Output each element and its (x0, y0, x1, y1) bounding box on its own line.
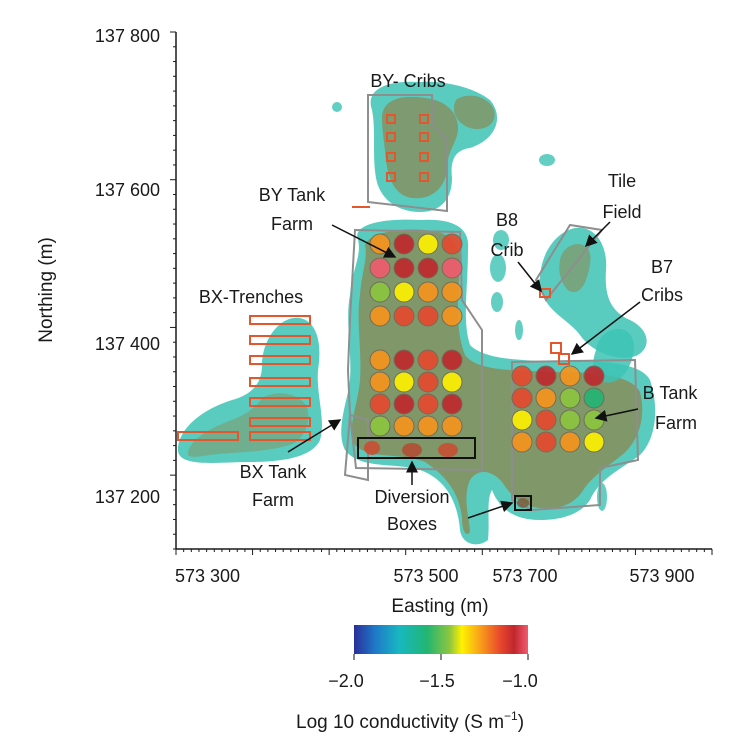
label-tile-field-line1: Tile (608, 171, 636, 191)
colorbar: −2.0 −1.5 −1.0 Log 10 conductivity (S m−… (296, 625, 538, 733)
by-tank (393, 305, 415, 327)
b-tank (583, 365, 605, 387)
label-b8-crib-line1: B8 (496, 210, 518, 230)
x-tick-label-573500: 573 500 (393, 566, 458, 586)
label-diversion-boxes-line1: Diversion (374, 487, 449, 507)
label-bx-trenches: BX-Trenches (199, 287, 303, 307)
tank-layer (369, 233, 605, 453)
y-axis-title: Northing (m) (36, 237, 57, 343)
bx-tank (393, 393, 415, 415)
b-tank (535, 387, 557, 409)
bx-tank (369, 415, 391, 437)
y-tick-label-137400: 137 400 (95, 334, 160, 354)
anomaly-tile-field (332, 102, 647, 511)
by-tank (417, 233, 439, 255)
diversion-anomalies (364, 441, 529, 508)
b-tank (559, 365, 581, 387)
by-tank (441, 233, 463, 255)
b-tank (583, 387, 605, 409)
colorbar-gradient (354, 625, 528, 654)
y-tick-label-137200: 137 200 (95, 487, 160, 507)
by-tank (417, 257, 439, 279)
by-tank (441, 257, 463, 279)
by-tank (393, 281, 415, 303)
label-by-cribs: BY- Cribs (370, 71, 445, 91)
by-tank (441, 305, 463, 327)
b-tank (535, 365, 557, 387)
x-tick-label-573300: 573 300 (175, 566, 240, 586)
y-tick-label-137600: 137 600 (95, 180, 160, 200)
b-tank (583, 409, 605, 431)
label-by-tank-farm-line2: Farm (271, 214, 313, 234)
bx-tank (393, 415, 415, 437)
bx-tank (369, 371, 391, 393)
label-bx-tank-farm-line2: Farm (252, 490, 294, 510)
colorbar-tick-max: −1.0 (502, 671, 538, 691)
colorbar-tick-min: −2.0 (328, 671, 364, 691)
bx-tank (417, 393, 439, 415)
bx-tank (417, 415, 439, 437)
label-b7-cribs-line1: B7 (651, 257, 673, 277)
by-tank (369, 233, 391, 255)
bx-tank (369, 349, 391, 371)
bx-tank (393, 349, 415, 371)
by-tank (369, 281, 391, 303)
by-tank (417, 305, 439, 327)
by-tank (393, 233, 415, 255)
bx-tank (393, 371, 415, 393)
label-b-tank-farm-line1: B Tank (643, 383, 699, 403)
label-diversion-boxes-line2: Boxes (387, 514, 437, 534)
bx-tank (417, 349, 439, 371)
label-b8-crib-line2: Crib (490, 240, 523, 260)
b-tank (535, 431, 557, 453)
by-tank (393, 257, 415, 279)
anomaly-by-cribs (370, 81, 498, 212)
b-tank (559, 409, 581, 431)
colorbar-title: Log 10 conductivity (S m−1) (296, 709, 524, 733)
bx-tank (441, 349, 463, 371)
bx-tank (417, 371, 439, 393)
bx-tank (369, 393, 391, 415)
by-tank (369, 257, 391, 279)
b-tank (559, 431, 581, 453)
label-bx-tank-farm-line1: BX Tank (240, 462, 308, 482)
b-tank (511, 365, 533, 387)
by-tank (441, 281, 463, 303)
bx-tank (441, 415, 463, 437)
b-tank (559, 387, 581, 409)
b-tank (583, 431, 605, 453)
y-tick-label-137800: 137 800 (95, 26, 160, 46)
label-b-tank-farm-line2: Farm (655, 413, 697, 433)
map-plot-area (177, 81, 656, 545)
by-tank (417, 281, 439, 303)
x-axis-title: Easting (m) (391, 596, 488, 617)
x-tick-label-573700: 573 700 (492, 566, 557, 586)
b-tank (511, 409, 533, 431)
x-tick-label-573900: 573 900 (629, 566, 694, 586)
bx-tank (441, 393, 463, 415)
label-tile-field-line2: Field (602, 202, 641, 222)
label-by-tank-farm-line1: BY Tank (259, 185, 326, 205)
label-b7-cribs-line2: Cribs (641, 285, 683, 305)
crib-outlines (177, 114, 570, 441)
leader-arrows (287, 221, 641, 519)
x-axis-ticks (175, 549, 713, 555)
bx-tank (441, 371, 463, 393)
by-tank (369, 305, 391, 327)
b-tank (511, 431, 533, 453)
y-axis-ticks (170, 31, 176, 550)
diversion-box-outlines (357, 437, 532, 511)
colorbar-tick-mid: −1.5 (419, 671, 455, 691)
b-tank (511, 387, 533, 409)
b-tank (535, 409, 557, 431)
